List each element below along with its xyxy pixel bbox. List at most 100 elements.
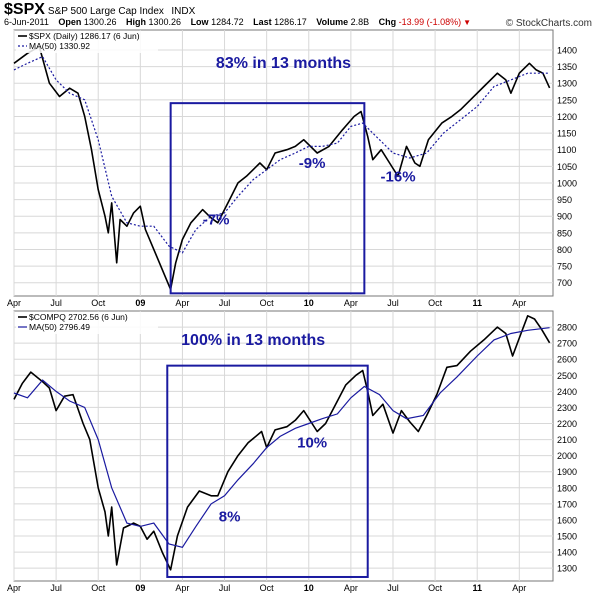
open-label: Open: [58, 17, 82, 27]
highlight-box: [166, 364, 369, 578]
chart-title: $SPX S&P 500 Large Cap Index INDX: [4, 1, 195, 19]
low-value: 1284.72: [211, 17, 244, 27]
x-tick-label: 10: [304, 583, 314, 593]
legend-entry: MA(50) 2796.49: [29, 322, 90, 332]
y-tick-label: 1000: [557, 178, 577, 188]
x-tick-label: Oct: [428, 583, 443, 593]
x-tick-label: Oct: [260, 298, 275, 308]
index-name: S&P 500 Large Cap Index: [47, 6, 164, 17]
y-tick-label: 1250: [557, 95, 577, 105]
high-value: 1300.26: [148, 17, 182, 27]
volume-value: 2.8B: [350, 17, 370, 27]
x-tick-label: 11: [472, 298, 482, 308]
y-tick-label: 850: [557, 228, 572, 238]
y-tick-label: 750: [557, 262, 572, 272]
x-tick-label: Apr: [175, 583, 189, 593]
last-value: 1286.17: [274, 17, 307, 27]
x-tick-label: Apr: [512, 298, 526, 308]
y-tick-label: 2100: [557, 435, 577, 445]
x-tick-label: 09: [135, 298, 145, 308]
ma-line: [13, 327, 550, 548]
open-value: 1300.26: [83, 17, 117, 27]
legend-entry: $SPX (Daily) 1286.17 (6 Jun): [29, 31, 140, 41]
annotation: -7%: [203, 212, 230, 229]
legend-entry: MA(50) 1330.92: [29, 41, 90, 51]
y-tick-label: 800: [557, 245, 572, 255]
down-arrow-icon: ▼: [463, 18, 472, 27]
y-tick-label: 1150: [557, 129, 576, 139]
y-tick-label: 2500: [557, 371, 577, 381]
y-tick-label: 2300: [557, 403, 577, 413]
y-tick-label: 1800: [557, 483, 577, 493]
y-tick-label: 950: [557, 195, 572, 205]
chg-label: Chg: [378, 17, 397, 27]
y-tick-label: 2800: [557, 323, 577, 333]
annotation: 10%: [297, 435, 327, 452]
x-tick-label: 10: [304, 298, 314, 308]
volume-label: Volume: [316, 17, 349, 27]
y-tick-label: 700: [557, 278, 572, 288]
y-tick-label: 1400: [557, 548, 577, 558]
x-tick-label: Jul: [387, 298, 399, 308]
y-tick-label: 2400: [557, 387, 577, 397]
quote-line: 6-Jun-2011 Open 1300.26 High 1300.26 Low…: [4, 17, 471, 27]
y-tick-label: 2200: [557, 419, 577, 429]
price-line: [13, 45, 551, 291]
x-tick-label: Jul: [219, 298, 231, 308]
chart-panel-2: 1300 1400 1500 1600 1700 1800 1900 2000 2100 2200…: [7, 310, 577, 593]
x-tick-label: Jul: [219, 583, 231, 593]
y-tick-label: 1500: [557, 532, 577, 542]
x-tick-label: Apr: [344, 298, 358, 308]
y-tick-label: 1900: [557, 467, 577, 477]
x-tick-label: Jul: [50, 298, 62, 308]
x-tick-label: Oct: [260, 583, 275, 593]
annotation: -16%: [381, 168, 416, 185]
y-tick-label: 1300: [557, 79, 577, 89]
y-tick-label: 1400: [557, 45, 577, 55]
exchange: INDX: [171, 6, 196, 17]
x-tick-label: Oct: [91, 583, 106, 593]
legend-entry: $COMPQ 2702.56 (6 Jun): [29, 312, 128, 322]
annotation: 100% in 13 months: [181, 332, 325, 349]
annotation: -9%: [299, 155, 326, 172]
y-tick-label: 1050: [557, 162, 577, 172]
legend: $SPX (Daily) 1286.17 (6 Jun)MA(50) 1330.…: [16, 31, 158, 53]
x-tick-label: Apr: [175, 298, 189, 308]
y-tick-label: 2600: [557, 355, 577, 365]
x-tick-label: 11: [472, 583, 482, 593]
plot-area: [13, 29, 554, 297]
x-tick-label: Jul: [387, 583, 399, 593]
y-tick-label: 2000: [557, 451, 577, 461]
quote-date: 6-Jun-2011: [4, 17, 49, 27]
y-tick-label: 1100: [557, 145, 576, 155]
y-tick-label: 1700: [557, 499, 577, 509]
y-tick-label: 1350: [557, 62, 577, 72]
low-label: Low: [190, 17, 209, 27]
legend-bg: [16, 312, 158, 334]
y-tick-label: 1600: [557, 515, 577, 525]
annotation: 8%: [219, 509, 241, 526]
x-tick-label: Apr: [7, 583, 21, 593]
x-tick-label: Jul: [50, 583, 62, 593]
highlight-box: [169, 102, 366, 295]
chart-panel-1: 700 750 800 850 900 950 1000 1050 1100 1150 1200 12…: [7, 29, 577, 308]
x-tick-label: Apr: [344, 583, 358, 593]
x-tick-label: Oct: [91, 298, 106, 308]
x-tick-label: Oct: [428, 298, 443, 308]
chg-value: -13.99 (-1.08%): [398, 17, 462, 27]
brand-label: © StockCharts.com: [505, 18, 592, 29]
x-tick-label: 09: [135, 583, 145, 593]
x-tick-label: Apr: [7, 298, 21, 308]
ma-line: [13, 55, 550, 254]
plot-area: [13, 310, 554, 582]
y-tick-label: 900: [557, 212, 572, 222]
y-tick-label: 2700: [557, 339, 577, 349]
high-label: High: [125, 17, 146, 27]
y-tick-label: 1300: [557, 564, 577, 574]
annotation: 83% in 13 months: [216, 55, 351, 72]
legend: $COMPQ 2702.56 (6 Jun)MA(50) 2796.49: [16, 312, 158, 334]
last-label: Last: [253, 17, 272, 27]
legend-bg: [16, 31, 158, 53]
y-tick-label: 1200: [557, 112, 577, 122]
